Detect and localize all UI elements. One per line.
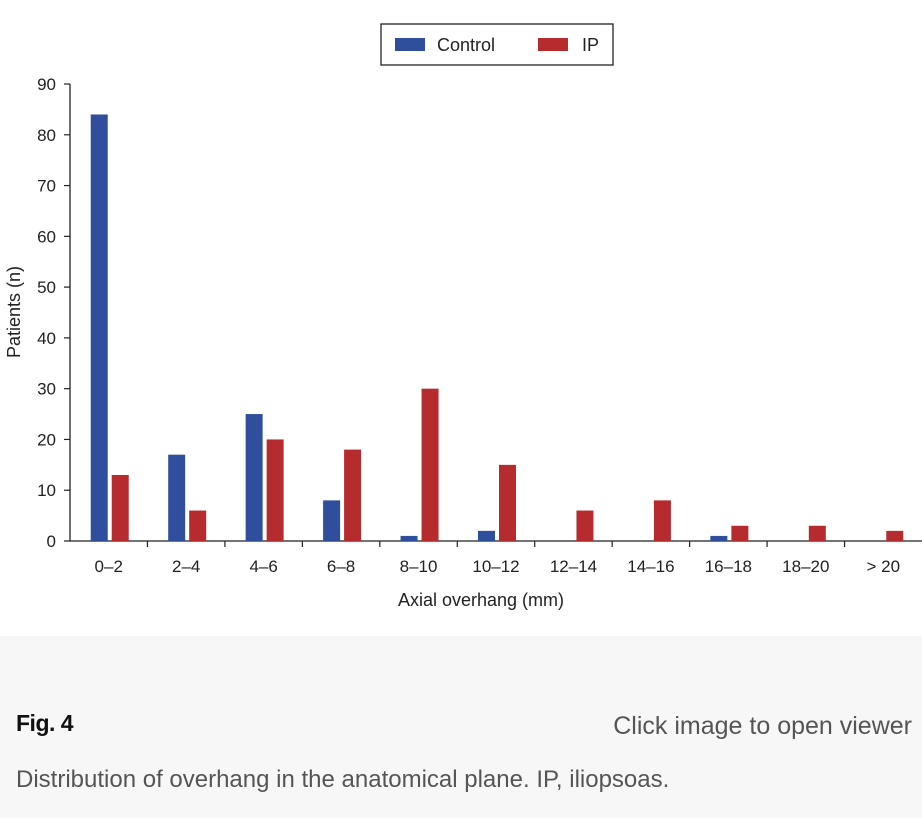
bar-chart: 0 10 20 30 40 50 60 70 80 90 0–2 2–4 4–6 6–8 8–10 10–12… — [4, 23, 922, 610]
bar-ip-1 — [189, 510, 207, 541]
bar-ip-6 — [576, 510, 594, 541]
bar-ip-10 — [886, 530, 904, 541]
y-tick-label: 60 — [37, 227, 56, 246]
bar-ip-7 — [653, 500, 671, 541]
x-tick-label: > 20 — [866, 557, 900, 576]
x-tick-label: 4–6 — [249, 557, 277, 576]
x-tick-label: 8–10 — [400, 557, 438, 576]
figure-caption: Distribution of overhang in the anatomic… — [16, 766, 670, 793]
y-tick-label: 40 — [37, 329, 56, 348]
bar-ip-4 — [421, 388, 439, 541]
y-tick-label: 50 — [37, 278, 56, 297]
bar-control-1 — [168, 454, 186, 541]
y-tick-label: 30 — [37, 380, 56, 399]
x-tick-label: 2–4 — [172, 557, 200, 576]
x-tick-label: 16–18 — [705, 557, 752, 576]
bar-ip-0 — [111, 474, 129, 541]
x-tick-label: 0–2 — [95, 557, 123, 576]
y-tick-label: 20 — [37, 430, 56, 449]
y-tick-label: 80 — [37, 126, 56, 145]
bar-ip-8 — [731, 525, 749, 541]
x-tick-label: 14–16 — [627, 557, 674, 576]
bar-control-2 — [245, 414, 263, 541]
y-tick-label: 90 — [37, 75, 56, 94]
x-tick-label: 18–20 — [782, 557, 829, 576]
legend-label-ip: IP — [582, 35, 599, 55]
figure-image[interactable]: 0 10 20 30 40 50 60 70 80 90 0–2 2–4 4–6 6–8 8–10 10–12… — [0, 0, 922, 636]
y-tick-label: 10 — [37, 481, 56, 500]
legend-swatch-ip — [538, 38, 568, 51]
y-axis-label: Patients (n) — [4, 266, 24, 358]
bar-ip-9 — [808, 525, 826, 541]
bar-control-4 — [400, 535, 418, 541]
x-tick-label: 6–8 — [327, 557, 355, 576]
bar-control-5 — [478, 530, 495, 541]
bar-control-8 — [710, 535, 728, 541]
x-tick-label: 12–14 — [550, 557, 597, 576]
bar-ip-3 — [344, 449, 362, 541]
figure-label: Fig. 4 — [16, 710, 74, 736]
bar-ip-5 — [499, 464, 516, 541]
bar-control-3 — [323, 500, 341, 541]
x-tick-label: 10–12 — [472, 557, 519, 576]
bar-control-0 — [90, 114, 108, 541]
open-viewer-link[interactable]: Click image to open viewer — [613, 712, 912, 740]
caption-panel: Fig. 4 Click image to open viewer Distri… — [0, 636, 922, 818]
bar-ip-2 — [266, 439, 284, 541]
x-axis-label: Axial overhang (mm) — [398, 590, 564, 610]
legend-swatch-control — [395, 38, 425, 51]
y-tick-label: 0 — [47, 532, 56, 551]
legend-label-control: Control — [437, 35, 495, 55]
y-tick-label: 70 — [37, 177, 56, 196]
